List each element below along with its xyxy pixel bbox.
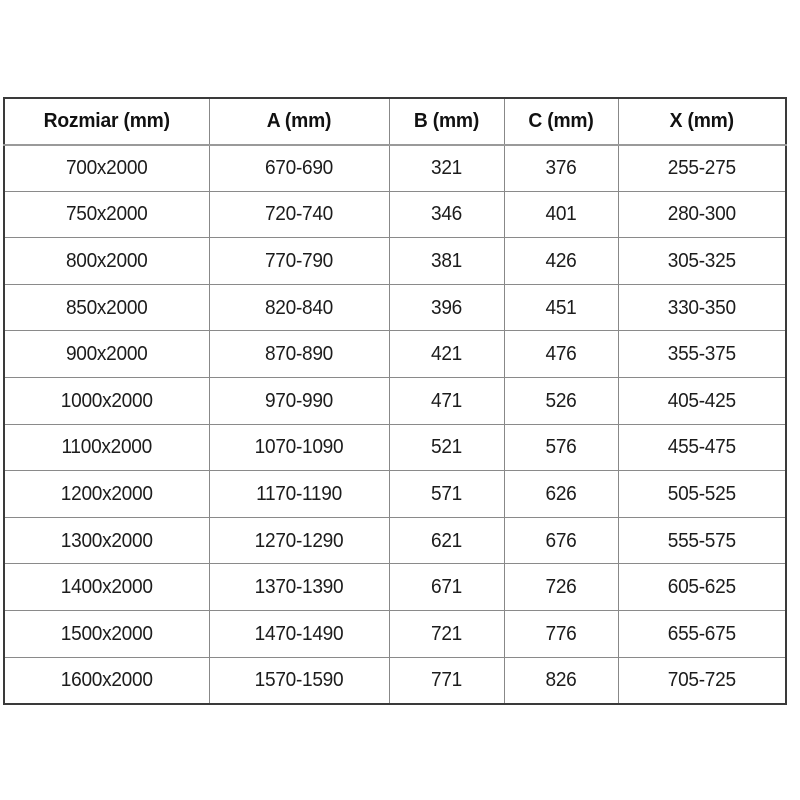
- cell-a: 1370-1390: [215, 563, 384, 612]
- table-row: 1100x2000 1070-1090 521 576 455-475: [4, 424, 786, 472]
- cell-b: 346: [393, 191, 501, 239]
- cell-x: 330-350: [623, 284, 781, 332]
- cell-b: 381: [393, 237, 501, 285]
- cell-a: 720-740: [215, 191, 384, 239]
- cell-x: 455-475: [623, 424, 781, 472]
- cell-c: 401: [507, 191, 615, 239]
- cell-c: 776: [507, 610, 615, 658]
- cell-size: 750x2000: [11, 191, 203, 239]
- table-row: 750x2000 720-740 346 401 280-300: [4, 191, 786, 239]
- cell-b: 671: [393, 563, 501, 612]
- cell-a: 670-690: [215, 144, 384, 192]
- table-row: 1600x2000 1570-1590 771 826 705-725: [4, 657, 786, 704]
- cell-c: 451: [507, 284, 615, 332]
- cell-b: 471: [393, 377, 501, 425]
- cell-a: 1470-1490: [215, 610, 384, 658]
- cell-a: 1170-1190: [215, 470, 384, 518]
- cell-a: 820-840: [215, 284, 384, 332]
- table-row: 850x2000 820-840 396 451 330-350: [4, 284, 786, 332]
- cell-size: 900x2000: [11, 330, 203, 379]
- cell-c: 826: [507, 657, 615, 704]
- column-header-a: A (mm): [214, 98, 385, 146]
- cell-x: 405-425: [623, 377, 781, 425]
- cell-b: 321: [393, 144, 501, 192]
- cell-b: 621: [393, 517, 501, 565]
- cell-x: 605-625: [623, 563, 781, 612]
- cell-x: 555-575: [623, 517, 781, 565]
- cell-c: 526: [507, 377, 615, 425]
- cell-size: 850x2000: [11, 284, 203, 332]
- table-row: 900x2000 870-890 421 476 355-375: [4, 330, 786, 379]
- table-row: 1400x2000 1370-1390 671 726 605-625: [4, 563, 786, 612]
- cell-a: 870-890: [215, 330, 384, 379]
- cell-size: 1100x2000: [11, 424, 203, 472]
- cell-b: 571: [393, 470, 501, 518]
- cell-a: 1070-1090: [215, 424, 384, 472]
- column-header-size: Rozmiar (mm): [10, 98, 204, 146]
- cell-c: 376: [507, 144, 615, 192]
- cell-c: 626: [507, 470, 615, 518]
- table-row: 800x2000 770-790 381 426 305-325: [4, 237, 786, 285]
- table-header: Rozmiar (mm) A (mm) B (mm) C (mm) X (mm): [4, 98, 786, 146]
- table-body: 700x2000 670-690 321 376 255-275 750x200…: [4, 144, 786, 704]
- cell-a: 970-990: [215, 377, 384, 425]
- cell-b: 771: [393, 657, 501, 704]
- cell-c: 476: [507, 330, 615, 379]
- cell-x: 655-675: [623, 610, 781, 658]
- table-row: 1300x2000 1270-1290 621 676 555-575: [4, 517, 786, 565]
- table-row: 1200x2000 1170-1190 571 626 505-525: [4, 470, 786, 518]
- cell-size: 1300x2000: [11, 517, 203, 565]
- cell-c: 426: [507, 237, 615, 285]
- cell-x: 280-300: [623, 191, 781, 239]
- cell-size: 1600x2000: [11, 657, 203, 704]
- cell-c: 676: [507, 517, 615, 565]
- cell-b: 396: [393, 284, 501, 332]
- cell-b: 421: [393, 330, 501, 379]
- cell-a: 1270-1290: [215, 517, 384, 565]
- cell-size: 1200x2000: [11, 470, 203, 518]
- cell-size: 800x2000: [11, 237, 203, 285]
- cell-x: 305-325: [623, 237, 781, 285]
- column-header-c: C (mm): [507, 98, 616, 146]
- cell-b: 721: [393, 610, 501, 658]
- cell-c: 726: [507, 563, 615, 612]
- column-header-x: X (mm): [623, 98, 781, 146]
- specification-table-container: Rozmiar (mm) A (mm) B (mm) C (mm) X (mm)…: [3, 97, 787, 705]
- cell-size: 1400x2000: [11, 563, 203, 612]
- table-row: 1500x2000 1470-1490 721 776 655-675: [4, 610, 786, 658]
- cell-x: 355-375: [623, 330, 781, 379]
- cell-c: 576: [507, 424, 615, 472]
- cell-x: 705-725: [667, 668, 736, 692]
- dimensions-table: Rozmiar (mm) A (mm) B (mm) C (mm) X (mm)…: [3, 97, 787, 705]
- cell-b: 521: [393, 424, 501, 472]
- cell-a: 770-790: [215, 237, 384, 285]
- cell-size: 1500x2000: [11, 610, 203, 658]
- cell-size: 1000x2000: [11, 377, 203, 425]
- cell-x: 255-275: [623, 144, 781, 192]
- column-header-b: B (mm): [392, 98, 502, 146]
- table-row: 700x2000 670-690 321 376 255-275: [4, 144, 786, 192]
- cell-x: 505-525: [623, 470, 781, 518]
- cell-a: 1570-1590: [215, 657, 384, 704]
- table-row: 1000x2000 970-990 471 526 405-425: [4, 377, 786, 425]
- table-header-row: Rozmiar (mm) A (mm) B (mm) C (mm) X (mm): [4, 98, 786, 146]
- cell-size: 700x2000: [11, 144, 203, 192]
